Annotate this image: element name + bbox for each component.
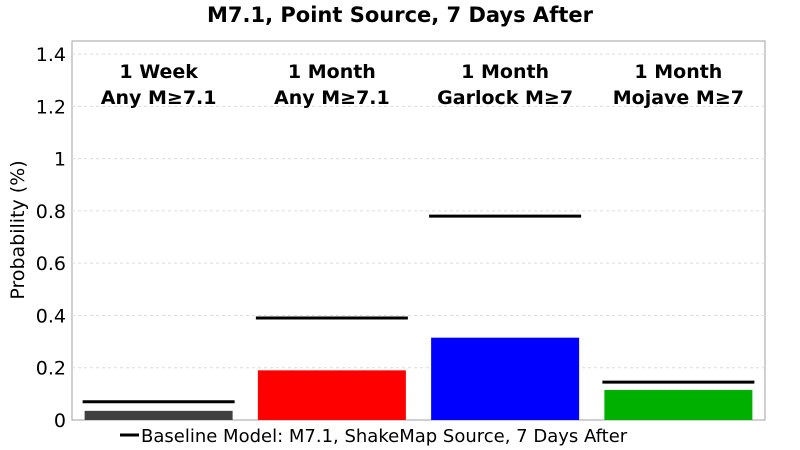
category-label: Any M≥7.1 [274,87,390,109]
category-label: 1 Week [119,61,198,83]
legend: Baseline Model: M7.1, ShakeMap Source, 7… [120,426,628,447]
category-labels: 1 Week Any M≥7.1 1 Month Any M≥7.1 1 Month Ga… [101,61,744,109]
legend-baseline-label: Baseline Model: M7.1, ShakeMap Source, 7… [141,426,628,447]
plot-area [71,40,766,421]
category-label: Any M≥7.1 [101,87,217,109]
category-label: 1 Month [288,61,376,83]
bar [257,370,406,420]
y-tick-label: 0 [54,410,66,432]
y-tick-label: 0.8 [36,201,66,223]
y-tick-label: 0.4 [36,305,66,327]
category-label: 1 Month [461,61,549,83]
grid-lines [72,53,765,369]
y-tick-label: 0.6 [36,253,66,275]
y-axis-label: Probability (%) [7,160,29,299]
y-tick-label: 0.2 [36,358,66,380]
y-axis-ticks: 0 0.2 0.4 0.6 0.8 1 1.2 1.4 [36,44,66,432]
category-label: 1 Month [634,61,722,83]
bar [84,410,233,420]
chart-title: M7.1, Point Source, 7 Days After [207,3,594,27]
y-tick-label: 1.2 [36,96,66,118]
y-tick-label: 1 [54,149,66,171]
bar [604,389,753,420]
bar [431,337,580,420]
baseline-lines [82,214,755,404]
bars [84,337,753,420]
y-tick-label: 1.4 [36,44,66,66]
category-label: Mojave M≥7 [613,87,744,109]
category-label: Garlock M≥7 [437,87,573,109]
